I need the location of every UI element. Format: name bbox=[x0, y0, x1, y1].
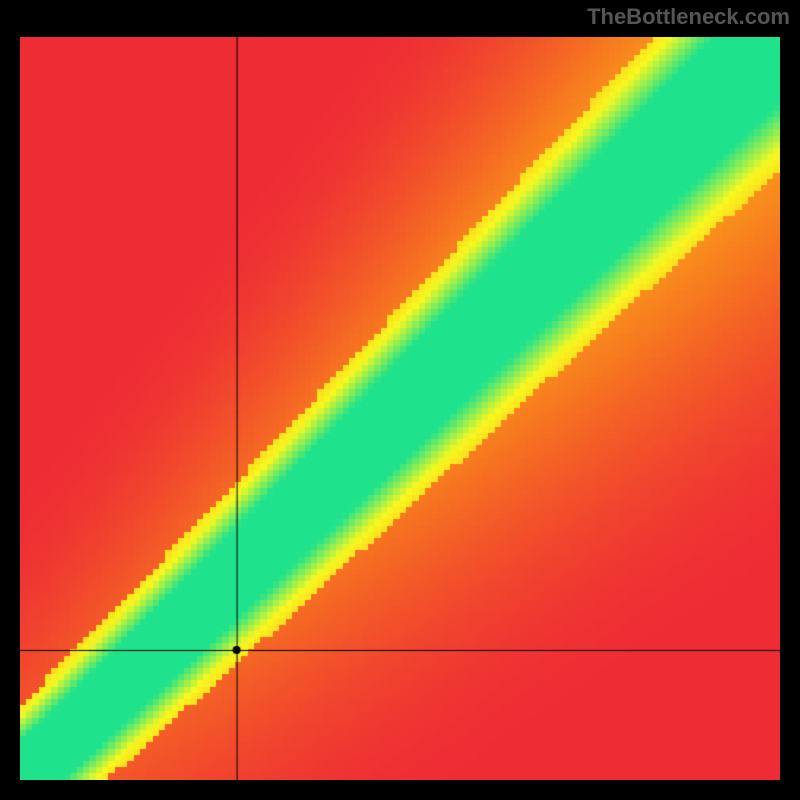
bottleneck-heatmap bbox=[20, 37, 780, 780]
watermark-text: TheBottleneck.com bbox=[587, 0, 800, 30]
chart-container: TheBottleneck.com bbox=[0, 0, 800, 800]
